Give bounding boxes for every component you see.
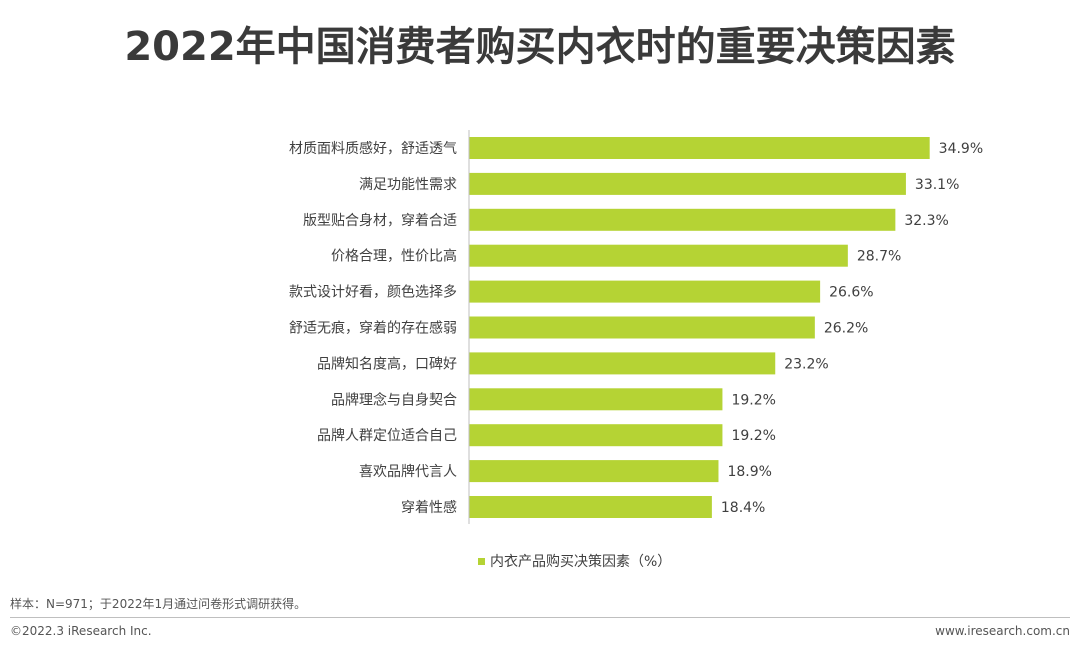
footer-divider (10, 617, 1070, 618)
value-label: 34.9% (939, 141, 983, 157)
copyright: ©2022.3 iResearch Inc. (10, 624, 152, 638)
bar (469, 388, 723, 411)
page-title: 2022年中国消费者购买内衣时的重要决策因素 (124, 24, 956, 70)
bar (469, 208, 896, 231)
value-label: 33.1% (915, 177, 959, 193)
legend-label: 内衣产品购买决策因素（%） (490, 554, 672, 570)
category-label: 材质面料质感好，舒适透气 (289, 140, 457, 157)
category-label: 品牌人群定位适合自己 (317, 427, 457, 444)
bar-chart: 材质面料质感好，舒适透气 34.9% 满足功能性需求 33.1% 版型贴合身材，穿着合适… (289, 130, 983, 524)
legend: 内衣产品购买决策因素（%） (478, 551, 671, 571)
category-label: 喜欢品牌代言人 (359, 463, 457, 480)
source-note: 样本：N=971；于2022年1月通过问卷形式调研获得。 (10, 597, 307, 611)
value-label: 18.9% (727, 464, 771, 480)
value-label: 26.2% (824, 321, 868, 337)
website-link[interactable]: www.iresearch.com.cn (935, 624, 1070, 638)
bar (469, 424, 723, 447)
category-label: 款式设计好看，颜色选择多 (289, 284, 457, 301)
bar (469, 316, 815, 339)
bar (469, 137, 930, 159)
bar (469, 460, 719, 483)
value-label: 18.4% (721, 500, 765, 516)
bar (469, 352, 776, 375)
value-label: 23.2% (784, 356, 828, 372)
category-label: 满足功能性需求 (359, 177, 457, 193)
legend-swatch (478, 557, 485, 565)
category-label: 舒适无痕，穿着的存在感弱 (289, 320, 457, 337)
value-label: 19.2% (731, 392, 775, 408)
bar (469, 244, 848, 267)
value-label: 28.7% (857, 249, 901, 265)
category-label: 品牌理念与自身契合 (331, 391, 457, 408)
category-label: 穿着性感 (401, 499, 457, 516)
value-label: 32.3% (904, 213, 948, 229)
bars-layer: 材质面料质感好，舒适透气 34.9% 满足功能性需求 33.1% 版型贴合身材，穿着合适… (289, 137, 983, 518)
bar (469, 172, 906, 195)
category-label: 价格合理，性价比高 (331, 248, 457, 265)
bar (469, 280, 821, 303)
value-label: 19.2% (731, 428, 775, 444)
bar (469, 496, 712, 518)
value-label: 26.6% (829, 285, 873, 301)
category-label: 版型贴合身材，穿着合适 (303, 213, 457, 229)
category-label: 品牌知名度高，口碑好 (317, 355, 457, 372)
